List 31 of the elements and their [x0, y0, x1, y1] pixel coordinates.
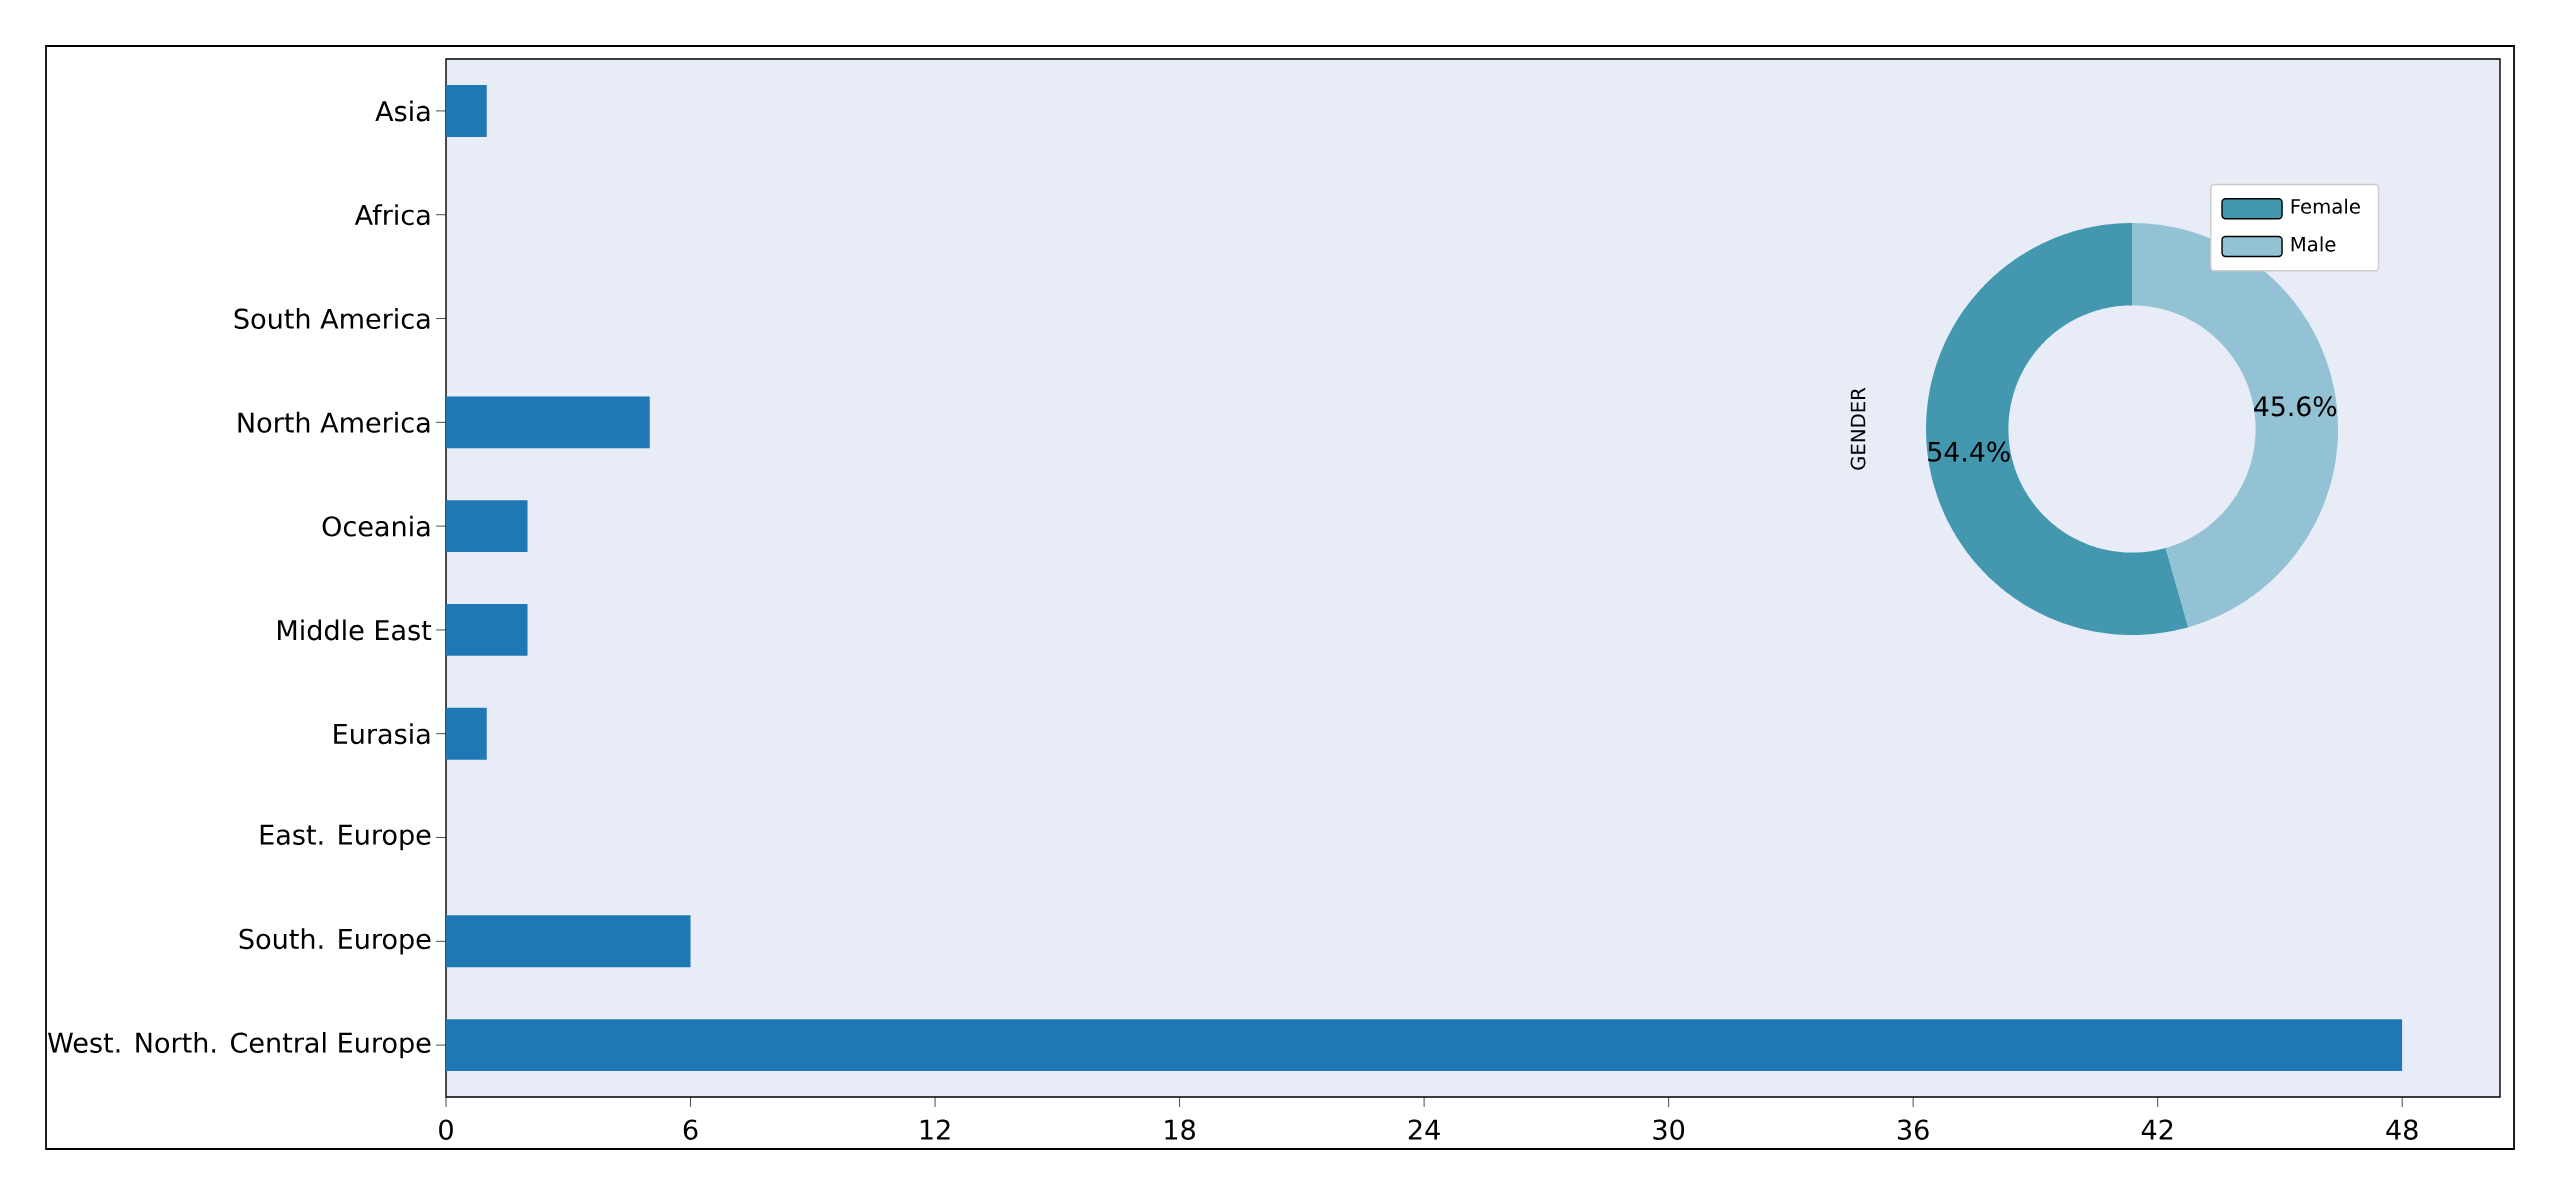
bar: [446, 603, 528, 656]
x-tick-label: 6: [683, 1119, 698, 1140]
text: GENDER: [1850, 387, 1866, 470]
bar: [446, 707, 487, 760]
x-tick-label: 42: [2141, 1119, 2173, 1140]
y-tick-label: Africa: [354, 204, 430, 226]
y-tick-label: West. North. Central Europe: [47, 1032, 431, 1059]
bar: [446, 396, 650, 449]
y-tick-label: Middle East: [278, 619, 432, 641]
y-tick-label: North America: [238, 411, 430, 433]
bar: [446, 1019, 2403, 1072]
y-tick-label: Eurasia: [334, 723, 430, 745]
x-tick-label: 36: [1897, 1119, 1929, 1140]
bar: [446, 84, 487, 137]
bar: [446, 915, 691, 968]
y-tick-label: Asia: [375, 100, 430, 122]
x-tick-label: 30: [1653, 1119, 1685, 1140]
y-tick-label: Oceania: [322, 515, 430, 537]
x-tick-label: 18: [1165, 1119, 1195, 1140]
x-tick-label: 24: [1408, 1119, 1440, 1140]
legend-label: Female: [2291, 198, 2360, 214]
legend-label: Male: [2291, 236, 2336, 252]
y-tick-label: South America: [234, 308, 430, 329]
data-label: 45.6%: [2254, 396, 2337, 417]
y-tick-label: South. Europe: [239, 928, 431, 955]
y-tick-label: East. Europe: [260, 824, 431, 851]
x-tick-label: 0: [439, 1119, 453, 1140]
x-tick-label: 48: [2386, 1119, 2418, 1140]
x-tick-label: 12: [920, 1119, 950, 1140]
bar: [446, 500, 528, 553]
data-label: 54.4%: [1928, 441, 2010, 462]
